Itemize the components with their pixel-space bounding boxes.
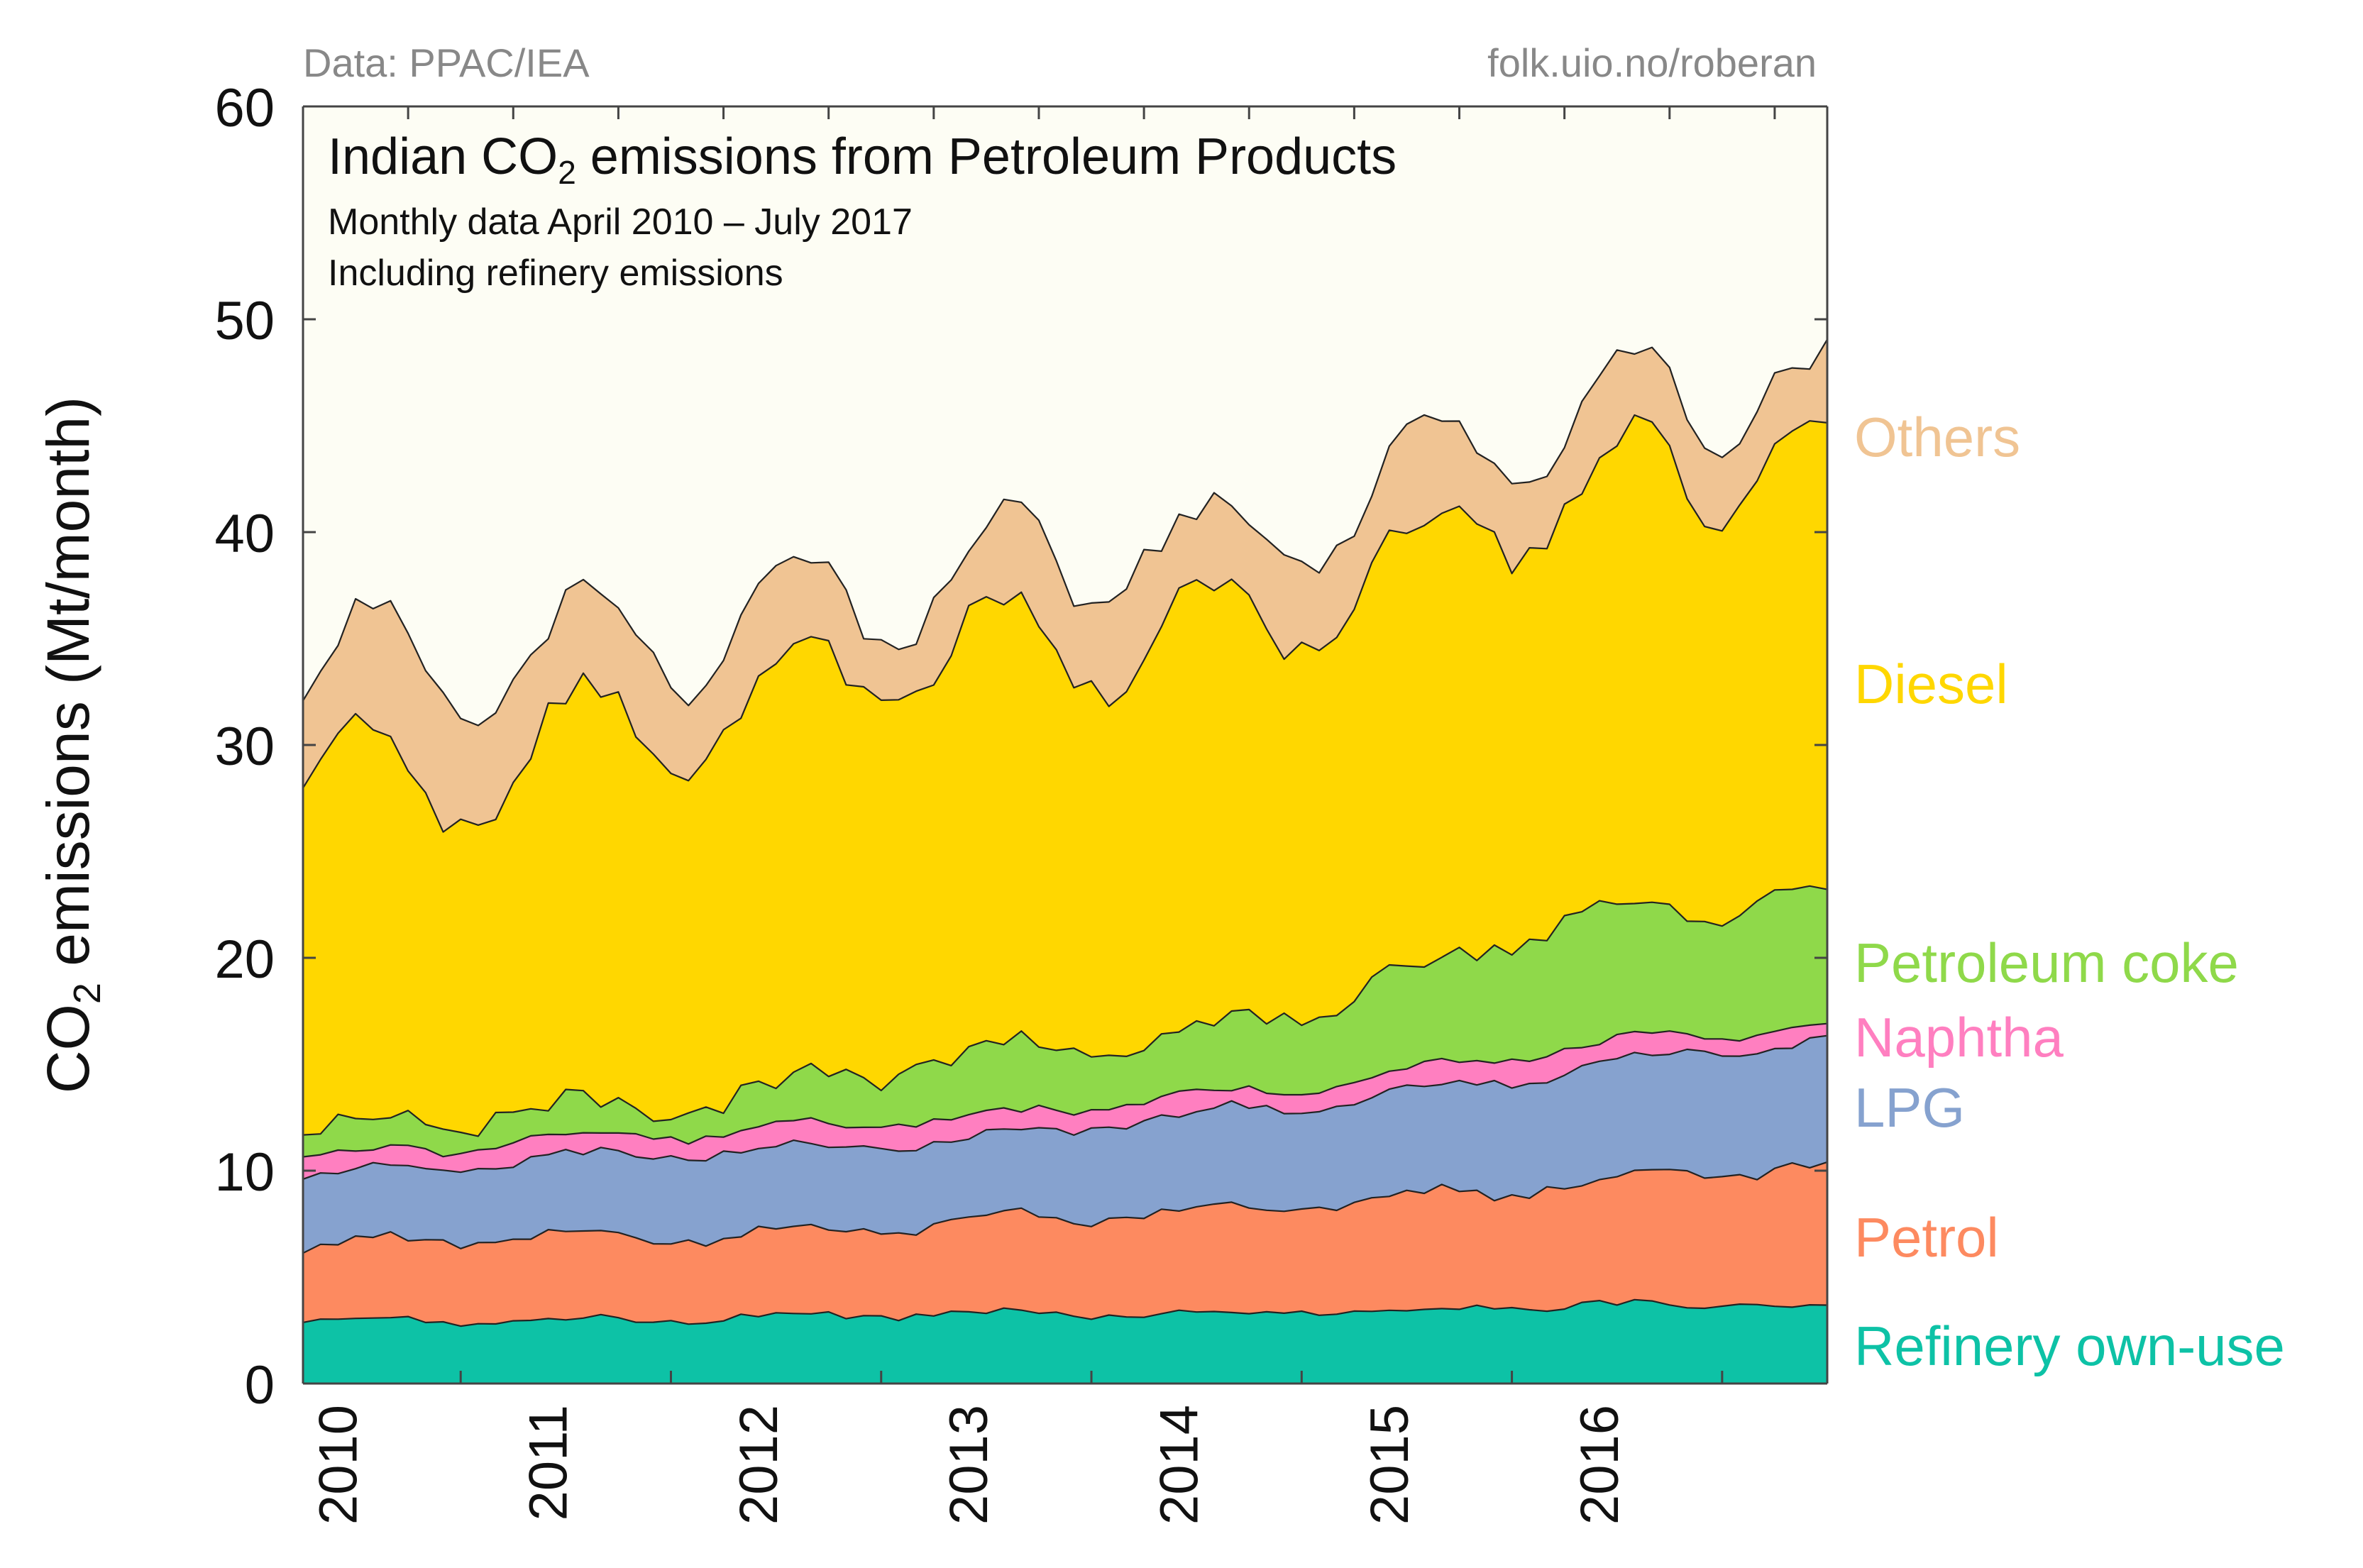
chart-title-sub: 2 bbox=[558, 154, 576, 191]
boundary-naphtha bbox=[302, 1022, 1828, 1158]
legend-refinery-own-use: Refinery own-use bbox=[1854, 1315, 2285, 1377]
area-petroleum-coke bbox=[303, 885, 1827, 1157]
legend-petroleum-coke: Petroleum coke bbox=[1854, 932, 2239, 994]
chart-title-prefix: Indian CO bbox=[328, 128, 558, 185]
x-tick-label: 2016 bbox=[1570, 1405, 1630, 1525]
y-tick-label: 20 bbox=[214, 929, 275, 990]
y-axis-label-suffix: emissions (Mt/month) bbox=[35, 397, 101, 983]
chart-subtitle-1: Monthly data April 2010 – July 2017 bbox=[328, 201, 913, 243]
x-tick-label: 2011 bbox=[519, 1405, 579, 1520]
area-lpg bbox=[303, 1035, 1827, 1254]
boundary-refinery bbox=[302, 1298, 1828, 1327]
area-petrol bbox=[303, 1161, 1827, 1327]
boundary-others bbox=[302, 338, 1828, 727]
area-diesel bbox=[303, 415, 1827, 1137]
x-tick-label: 2012 bbox=[729, 1405, 789, 1525]
area-naphtha bbox=[303, 1023, 1827, 1179]
legend-lpg: LPG bbox=[1854, 1076, 1965, 1139]
x-tick-label: 2013 bbox=[939, 1405, 999, 1525]
legend: Others Diesel Petroleum coke Naphtha LPG Petr… bbox=[1854, 406, 2285, 1377]
y-axis-label-prefix: CO bbox=[35, 1004, 101, 1093]
x-tick-label: 2010 bbox=[308, 1405, 368, 1525]
y-tick-label: 50 bbox=[214, 291, 275, 351]
source-right: folk.uio.no/roberan bbox=[1487, 40, 1817, 85]
y-axis-label: CO2 emissions (Mt/month) bbox=[35, 397, 109, 1093]
y-tick-labels: 0 10 20 30 40 50 60 bbox=[214, 78, 275, 1415]
boundary-coke bbox=[302, 885, 1828, 1137]
boundary-lines bbox=[302, 338, 1828, 1327]
y-tick-label: 0 bbox=[245, 1355, 275, 1415]
legend-others: Others bbox=[1854, 406, 2020, 468]
source-left: Data: PPAC/IEA bbox=[303, 40, 590, 85]
area-refinery-own-use bbox=[303, 1299, 1827, 1384]
y-tick-label: 30 bbox=[214, 717, 275, 777]
legend-petrol: Petrol bbox=[1854, 1206, 1999, 1269]
y-tick-label: 40 bbox=[214, 504, 275, 564]
chart-subtitle-2: Including refinery emissions bbox=[328, 253, 783, 294]
boundary-diesel bbox=[302, 414, 1828, 833]
legend-diesel: Diesel bbox=[1854, 653, 2008, 715]
y-tick-label: 60 bbox=[214, 78, 275, 138]
boundary-lpg bbox=[302, 1034, 1828, 1180]
chart-title: Indian CO2 emissions from Petroleum Prod… bbox=[328, 128, 1397, 191]
x-tick-label: 2014 bbox=[1149, 1405, 1209, 1525]
legend-naphtha: Naphtha bbox=[1854, 1006, 2064, 1069]
x-tick-labels: 2010 2011 2012 2013 2014 2015 2016 bbox=[308, 1405, 1630, 1525]
x-tick-label: 2015 bbox=[1360, 1405, 1420, 1525]
x-ticks bbox=[302, 106, 1776, 1384]
y-axis-label-sub: 2 bbox=[66, 983, 109, 1004]
y-tick-label: 10 bbox=[214, 1142, 275, 1203]
chart-title-suffix: emissions from Petroleum Products bbox=[576, 128, 1397, 185]
boundary-petrol bbox=[302, 1161, 1828, 1254]
y-ticks bbox=[303, 105, 1827, 1385]
